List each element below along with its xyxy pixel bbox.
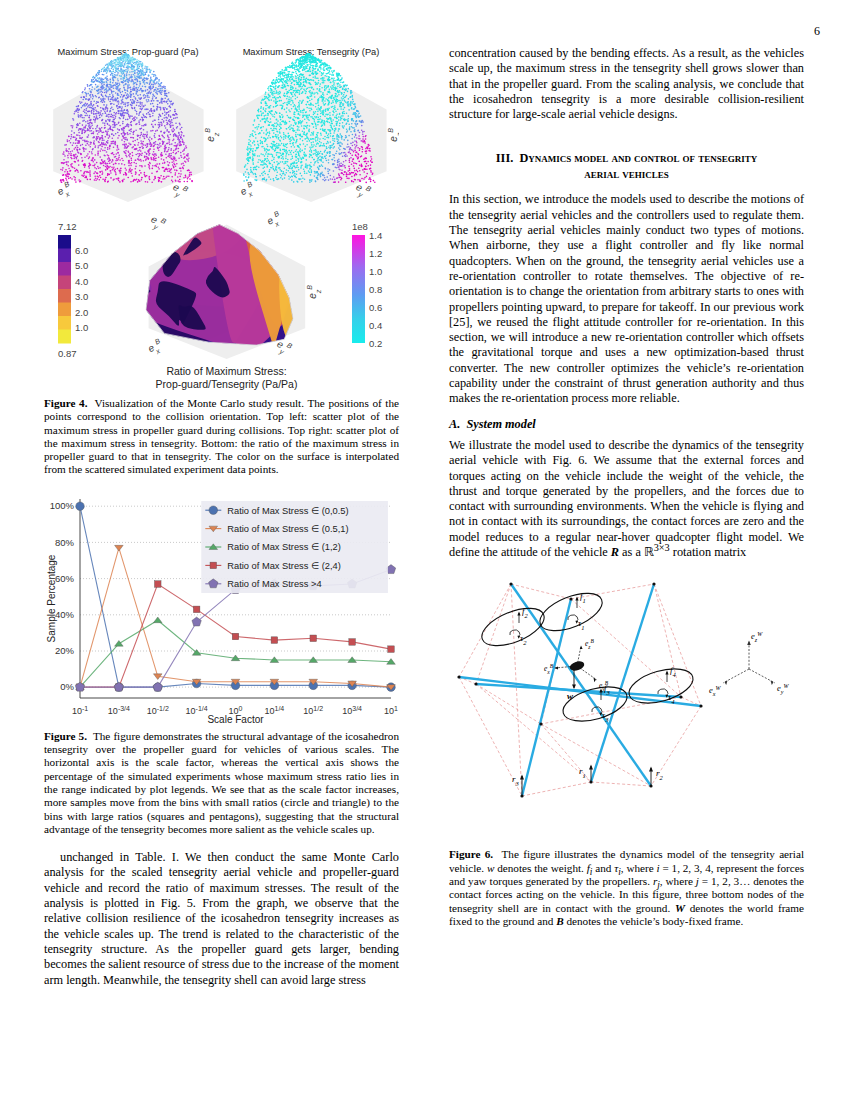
svg-text:exB: exB	[54, 179, 75, 202]
svg-text:60%: 60%	[55, 573, 75, 584]
svg-text:0.4: 0.4	[369, 320, 382, 331]
svg-text:100%: 100%	[50, 500, 75, 511]
svg-text:exB: exB	[264, 208, 285, 231]
svg-text:3.0: 3.0	[75, 291, 88, 302]
svg-text:2.0: 2.0	[75, 307, 88, 318]
svg-text:Ratio of Max Stress >4: Ratio of Max Stress >4	[227, 579, 321, 589]
svg-text:7.12: 7.12	[58, 221, 77, 232]
svg-text:Sample Percentage: Sample Percentage	[46, 554, 57, 642]
svg-text:ezB: ezB	[385, 128, 399, 142]
svg-text:20%: 20%	[55, 645, 75, 656]
svg-text:Prop-guard/Tensegrity (Pa/Pa): Prop-guard/Tensegrity (Pa/Pa)	[156, 378, 298, 390]
svg-text:4.0: 4.0	[75, 276, 88, 287]
svg-text:ezB: ezB	[304, 285, 322, 299]
svg-text:Ratio of Max Stress ∈ (0.5,1): Ratio of Max Stress ∈ (0.5,1)	[227, 524, 348, 534]
svg-text:Scale Factor: Scale Factor	[207, 714, 264, 725]
svg-text:Ratio of Maximum Stress:: Ratio of Maximum Stress:	[166, 365, 286, 377]
svg-text:exB: exB	[237, 179, 258, 202]
svg-text:0%: 0%	[60, 681, 74, 692]
svg-text:0.6: 0.6	[369, 302, 382, 313]
svg-text:40%: 40%	[55, 609, 75, 620]
svg-text:eyB: eyB	[147, 211, 168, 234]
svg-text:80%: 80%	[55, 536, 75, 547]
svg-text:1.0: 1.0	[75, 322, 88, 333]
svg-text:Ratio of Max Stress ∈ (1,2): Ratio of Max Stress ∈ (1,2)	[227, 542, 340, 552]
svg-text:ezB: ezB	[202, 128, 220, 142]
svg-text:6.0: 6.0	[75, 245, 88, 256]
svg-text:0.2: 0.2	[369, 338, 382, 349]
svg-text:1.4: 1.4	[369, 230, 382, 241]
svg-text:5.0: 5.0	[75, 260, 88, 271]
svg-text:1.2: 1.2	[369, 248, 382, 259]
svg-text:0.8: 0.8	[369, 284, 382, 295]
svg-text:Ratio of Max Stress ∈ (2,4): Ratio of Max Stress ∈ (2,4)	[227, 560, 340, 570]
svg-text:1.0: 1.0	[369, 266, 382, 277]
svg-text:exB: exB	[145, 336, 166, 359]
svg-text:w: w	[567, 691, 574, 701]
svg-text:0.87: 0.87	[58, 348, 77, 359]
svg-text:Ratio of Max Stress ∈ (0,0.5): Ratio of Max Stress ∈ (0,0.5)	[227, 505, 348, 515]
svg-text:1e8: 1e8	[352, 221, 368, 232]
